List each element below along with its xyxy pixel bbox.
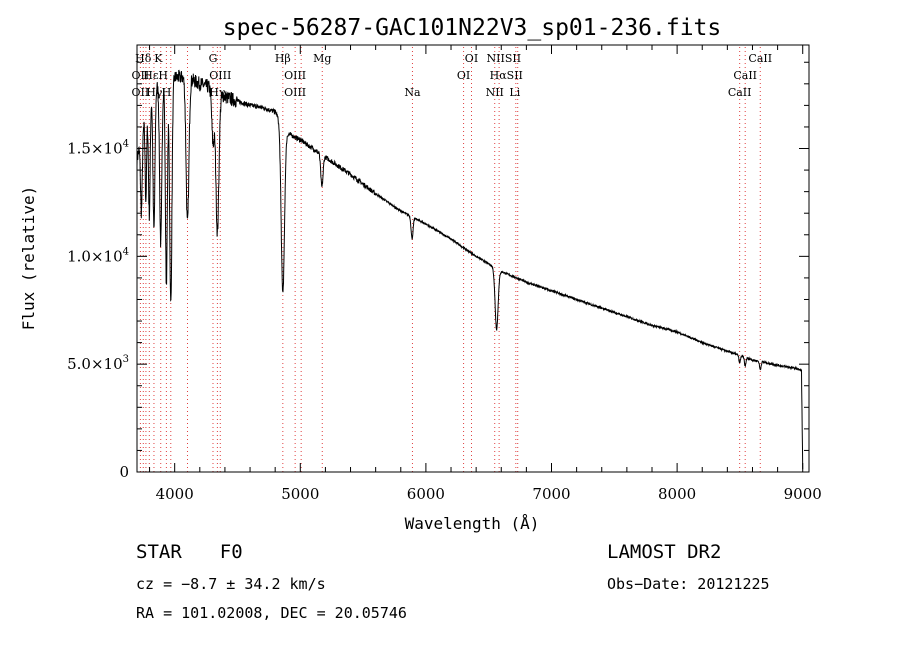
spectral-line-label: K bbox=[154, 52, 163, 65]
spectral-line-label: CaII bbox=[728, 86, 752, 99]
spectral-line-label: OII bbox=[132, 86, 150, 99]
chart-title: spec-56287-GAC101N22V3_sp01-236.fits bbox=[223, 15, 722, 41]
x-axis-ticks: 4000 5000 6000 7000 8000 9000 bbox=[149, 45, 822, 503]
spectral-line-label: Li bbox=[509, 86, 520, 99]
spectral-line-label: H bbox=[158, 69, 168, 82]
spectral-line-label: OIII bbox=[284, 86, 306, 99]
spectral-line-label: Hε bbox=[143, 69, 159, 82]
coordinates-readout: RA = 101.02008, DEC = 20.05746 bbox=[136, 604, 407, 622]
spectral-marker-lines bbox=[139, 47, 761, 472]
spectral-line-label: H bbox=[162, 86, 172, 99]
spectral-line-label: OII bbox=[132, 69, 150, 82]
y-tick-label: 5.0×103 bbox=[67, 354, 129, 373]
spectral-line-label: OIII bbox=[284, 69, 306, 82]
survey-label: LAMOST DR2 bbox=[607, 541, 722, 563]
x-tick-label: 9000 bbox=[784, 485, 822, 503]
y-tick-label: 0 bbox=[119, 463, 129, 481]
x-tick-label: 7000 bbox=[532, 485, 570, 503]
x-tick-label: 6000 bbox=[407, 485, 445, 503]
class-label: STAR bbox=[136, 541, 182, 563]
spectral-line-label: Hδ bbox=[135, 52, 152, 65]
y-tick-label: 1.5×104 bbox=[67, 139, 129, 158]
y-axis-label: Flux (relative) bbox=[19, 186, 38, 331]
spectral-line-label: G bbox=[209, 52, 218, 65]
plot-frame bbox=[136, 44, 810, 473]
spectral-line-label: OIII bbox=[209, 69, 231, 82]
x-axis-label: Wavelength (Å) bbox=[405, 514, 540, 533]
obs-date-readout: Obs−Date: 20121225 bbox=[607, 575, 770, 593]
spectral-line-label: NIISII bbox=[487, 52, 522, 65]
spectral-line-label: Hβ bbox=[275, 52, 291, 65]
spectral-line-label: CaII bbox=[733, 69, 757, 82]
x-tick-label: 4000 bbox=[156, 485, 194, 503]
spectral-line-label: Mg bbox=[313, 52, 331, 65]
y-tick-label: 1.0×104 bbox=[67, 246, 129, 265]
spectral-line-label: HαSII bbox=[490, 69, 523, 82]
spectral-line-label: Hγ bbox=[146, 86, 163, 99]
object-class: STAR F0 bbox=[136, 541, 243, 563]
subclass-label: F0 bbox=[219, 541, 243, 563]
spectral-line-label: OI bbox=[465, 52, 478, 65]
spectrum-series bbox=[136, 69, 804, 470]
spectral-line-label: Na bbox=[404, 86, 421, 99]
y-axis-ticks: 0 5.0×103 1.0×104 1.5×104 bbox=[67, 61, 809, 481]
x-tick-label: 5000 bbox=[281, 485, 319, 503]
spectral-line-label: NII bbox=[486, 86, 504, 99]
x-tick-label: 8000 bbox=[658, 485, 696, 503]
spectral-line-label: CaII bbox=[748, 52, 772, 65]
spectral-line-label: OI bbox=[457, 69, 470, 82]
redshift-readout: cz = −8.7 ± 34.2 km/s bbox=[136, 575, 326, 593]
